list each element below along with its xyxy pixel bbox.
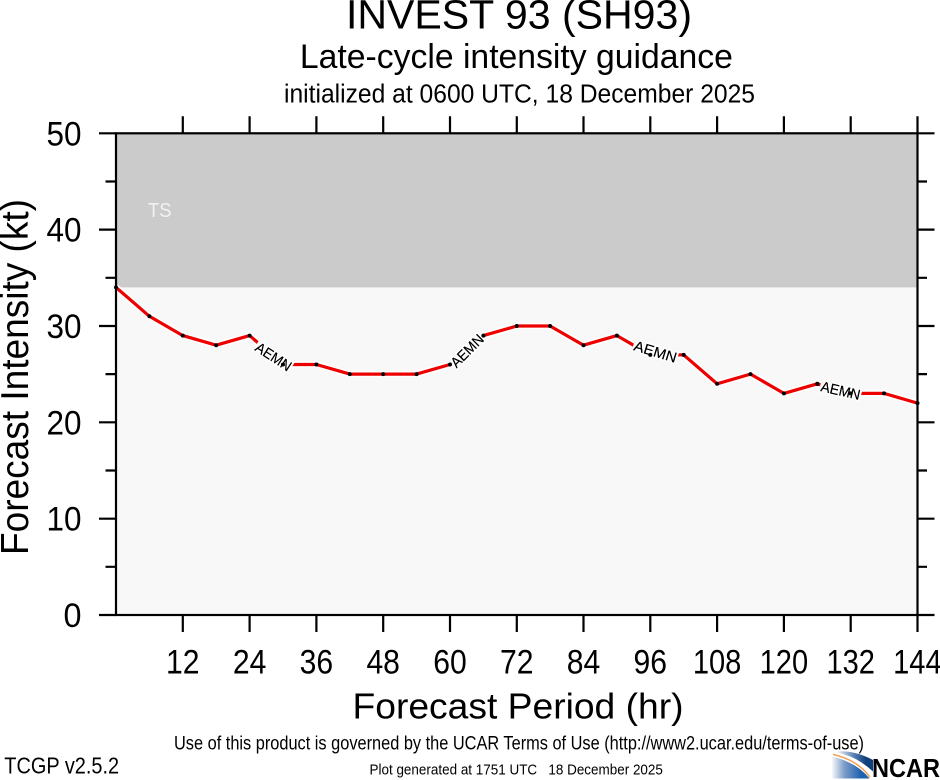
svg-text:24: 24 xyxy=(233,644,267,682)
svg-text:TS: TS xyxy=(148,200,172,222)
svg-text:40: 40 xyxy=(47,212,82,250)
svg-text:12: 12 xyxy=(166,644,200,682)
svg-text:108: 108 xyxy=(693,644,742,682)
svg-text:60: 60 xyxy=(433,644,467,682)
svg-text:132: 132 xyxy=(826,644,875,682)
svg-text:NCAR: NCAR xyxy=(872,755,940,780)
svg-text:96: 96 xyxy=(634,644,668,682)
svg-text:10: 10 xyxy=(47,501,82,539)
svg-text:50: 50 xyxy=(47,115,82,153)
svg-text:84: 84 xyxy=(567,644,601,682)
svg-text:72: 72 xyxy=(500,644,534,682)
svg-text:initialized at 0600 UTC, 18 De: initialized at 0600 UTC, 18 December 202… xyxy=(284,81,755,109)
svg-text:20: 20 xyxy=(47,404,82,442)
svg-text:Use of this product is governe: Use of this product is governed by the U… xyxy=(174,733,864,754)
svg-text:30: 30 xyxy=(47,308,82,346)
svg-text:TCGP v2.5.2: TCGP v2.5.2 xyxy=(4,753,119,779)
svg-text:0: 0 xyxy=(64,597,82,635)
svg-text:INVEST 93 (SH93): INVEST 93 (SH93) xyxy=(346,0,692,38)
svg-text:144: 144 xyxy=(893,644,940,682)
svg-text:120: 120 xyxy=(760,644,809,682)
svg-text:Plot generated at 1751 UTC 1: Plot generated at 1751 UTC 18 December 2… xyxy=(370,762,663,778)
svg-text:Forecast Intensity (kt): Forecast Intensity (kt) xyxy=(0,199,37,555)
svg-text:36: 36 xyxy=(300,644,334,682)
svg-text:Forecast Period (hr): Forecast Period (hr) xyxy=(353,686,684,727)
svg-text:Late-cycle intensity guidance: Late-cycle intensity guidance xyxy=(300,38,733,76)
svg-text:48: 48 xyxy=(366,644,400,682)
